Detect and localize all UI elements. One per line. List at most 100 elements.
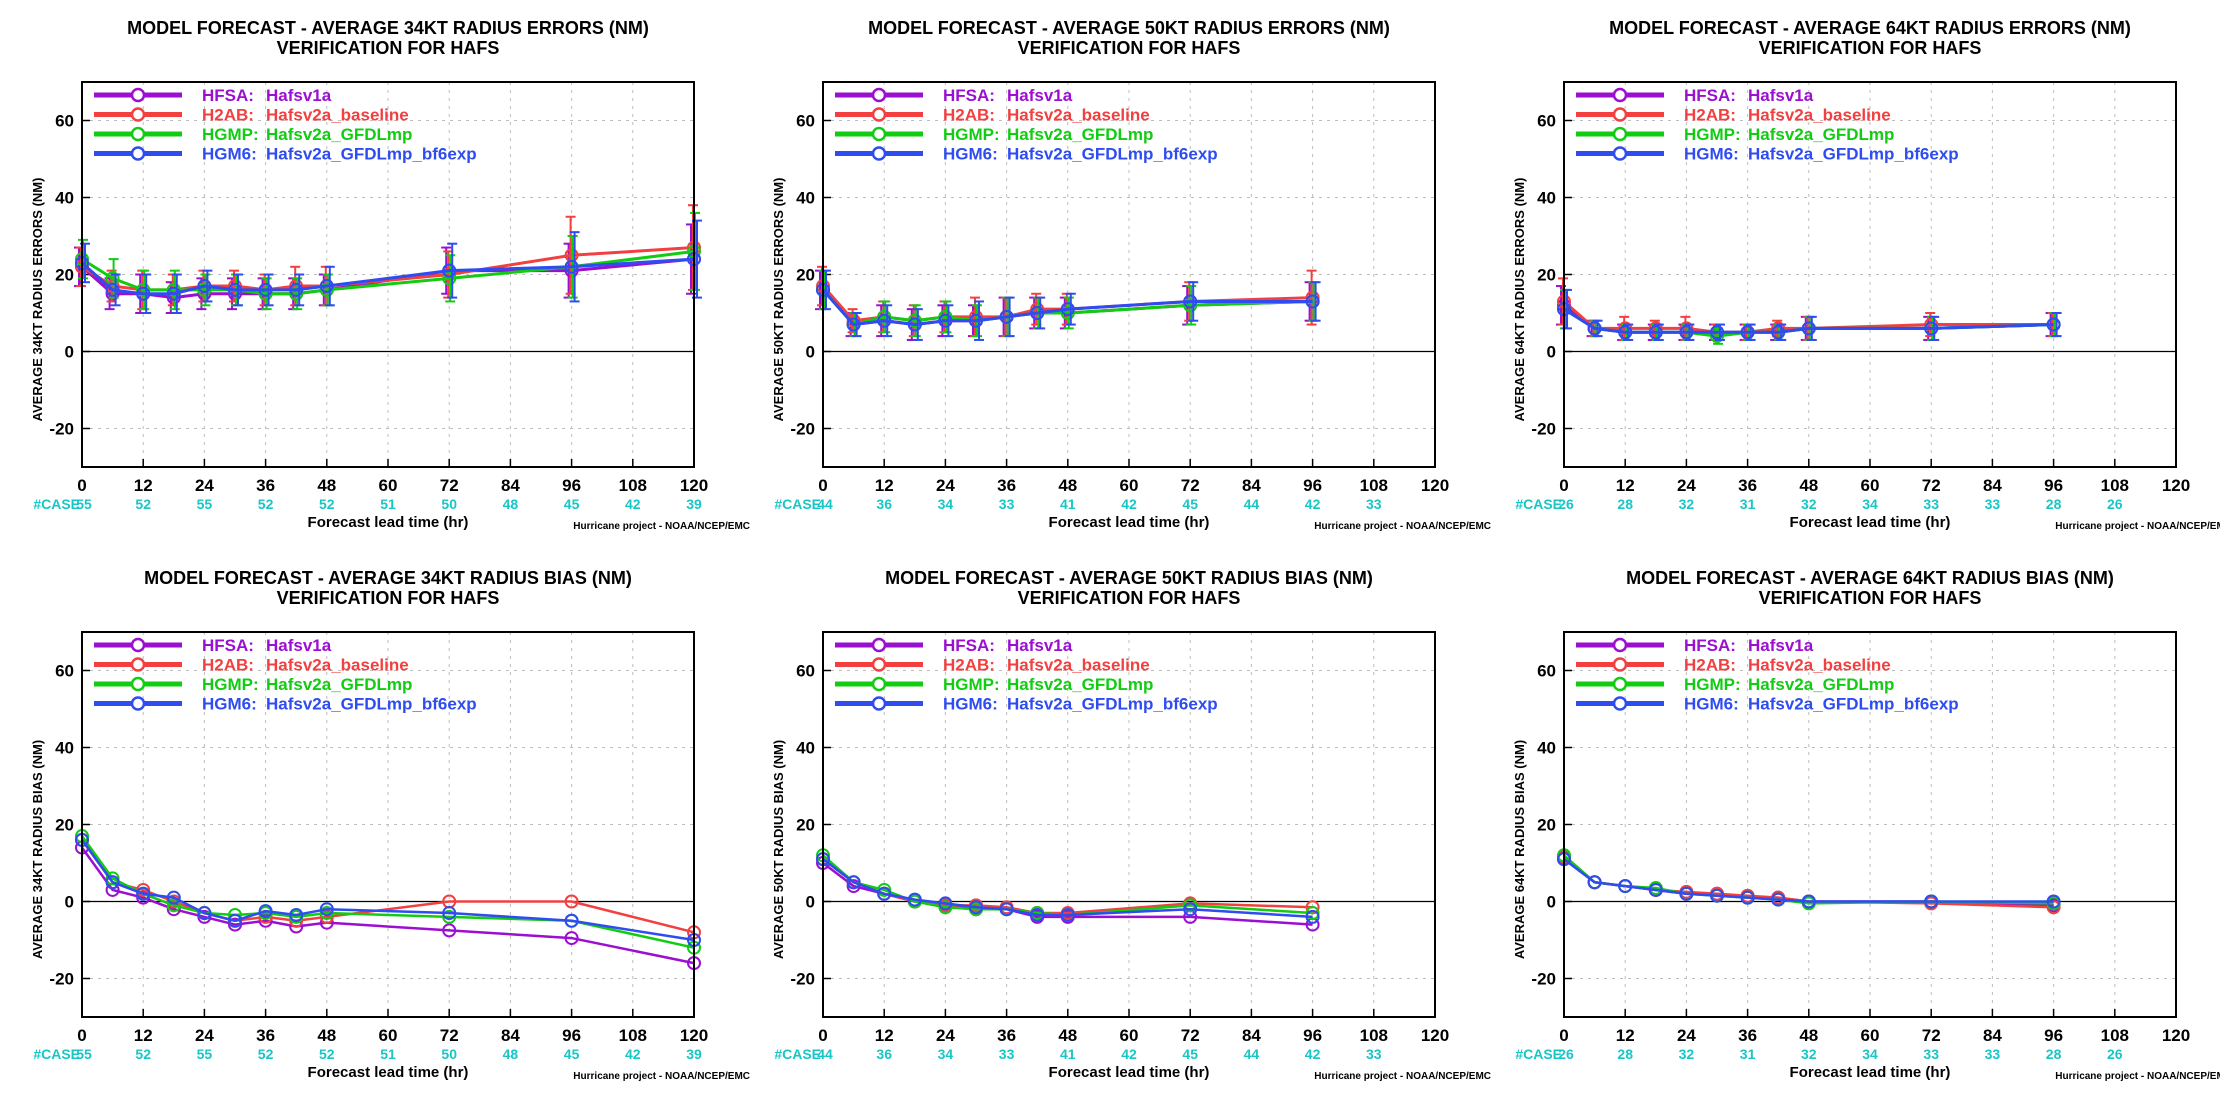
- x-axis-label: Forecast lead time (hr): [1790, 514, 1951, 531]
- x-tick-label: 24: [195, 1026, 214, 1045]
- y-tick-label: 20: [55, 266, 74, 285]
- x-tick-label: 24: [1677, 476, 1696, 495]
- plot-frame: [822, 631, 1436, 1018]
- legend-marker: [871, 637, 887, 653]
- x-axis-label: Forecast lead time (hr): [308, 1064, 469, 1081]
- data-point-hfsa: [442, 923, 457, 938]
- x-tick-label: 120: [680, 476, 708, 495]
- data-point-hgm6: [969, 900, 983, 915]
- x-tick-label: 108: [2101, 476, 2129, 495]
- grid: [823, 82, 1435, 467]
- y-tick-label: 0: [1547, 893, 1556, 912]
- data-point-hgm6: [1924, 894, 1939, 909]
- legend: HFSA: Hafsv1a H2AB: Hafsv2a_baseline HGMP: Ha…: [1576, 636, 1959, 714]
- data-point-hgm6: [877, 313, 892, 328]
- case-count: 51: [380, 1046, 396, 1062]
- x-tick-label: 108: [2101, 1026, 2129, 1045]
- x-tick-label: 48: [317, 476, 336, 495]
- y-tick-label: 20: [1537, 266, 1556, 285]
- case-count: 44: [817, 496, 833, 512]
- x-tick-label: 48: [317, 1026, 336, 1045]
- legend-code: HGMP:: [943, 675, 1000, 694]
- case-count: 26: [1558, 496, 1574, 512]
- x-tick-label: 108: [619, 476, 647, 495]
- legend-code: HGM6:: [202, 145, 257, 164]
- x-tick-label: 12: [134, 476, 153, 495]
- case-count: 33: [1366, 496, 1382, 512]
- data-point-hgm6: [1618, 325, 1633, 340]
- chart-panel-5: MODEL FORECAST - AVERAGE 50KT RADIUS BIA…: [771, 568, 1491, 1082]
- y-tick-label: -20: [790, 970, 815, 989]
- x-tick-label: 12: [134, 1026, 153, 1045]
- data-point-hgm6: [1587, 875, 1602, 890]
- data-point-hgm6: [1771, 325, 1786, 340]
- plot-frame: [81, 631, 695, 1018]
- case-count: 45: [564, 1046, 580, 1062]
- data-point-hgm6: [1679, 886, 1694, 901]
- x-tick-label: 120: [2162, 1026, 2190, 1045]
- legend-code: HGM6:: [943, 695, 998, 714]
- case-count: 45: [1182, 496, 1198, 512]
- x-tick-label: 12: [875, 476, 894, 495]
- legend-name: Hafsv2a_baseline: [1007, 106, 1150, 125]
- data-point-hgm6: [1710, 325, 1724, 340]
- y-tick-label: 40: [796, 189, 815, 208]
- data-point-hgmp: [258, 286, 273, 301]
- legend-name: Hafsv2a_GFDLmp: [1748, 125, 1894, 144]
- legend-name: Hafsv2a_baseline: [1007, 656, 1150, 675]
- chart-panel-1: MODEL FORECAST - AVERAGE 34KT RADIUS ERR…: [30, 18, 750, 532]
- legend-name: Hafsv2a_GFDLmp_bf6exp: [1007, 145, 1218, 164]
- plot-frame: [1563, 631, 2177, 1018]
- y-axis-label: AVERAGE 34KT RADIUS BIAS (NM): [30, 740, 45, 959]
- case-count: 44: [1244, 1046, 1260, 1062]
- x-tick-label: 36: [1738, 476, 1757, 495]
- data-point-hgm6: [166, 890, 181, 905]
- grid: [823, 632, 1435, 1017]
- case-count: 50: [441, 1046, 457, 1062]
- data-point-hgm6: [228, 913, 242, 928]
- data-point-hgm6: [1648, 882, 1663, 897]
- case-count: 44: [1244, 496, 1260, 512]
- case-count: 28: [1617, 1046, 1633, 1062]
- case-count: 36: [876, 1046, 892, 1062]
- x-tick-label: 60: [1861, 476, 1880, 495]
- data-point-hgm6: [564, 259, 579, 274]
- grid: [82, 632, 694, 1017]
- data-point-hgm6: [319, 279, 334, 294]
- case-count: 44: [817, 1046, 833, 1062]
- x-axis-label: Forecast lead time (hr): [1790, 1064, 1951, 1081]
- x-tick-label: 0: [1559, 1026, 1568, 1045]
- legend-code: HGMP:: [1684, 125, 1741, 144]
- series-group: [75, 829, 701, 971]
- data-point-h2ab: [1305, 900, 1320, 915]
- chart-subtitle: VERIFICATION FOR HAFS: [1018, 38, 1241, 58]
- data-point-hgmp: [442, 909, 457, 924]
- data-point-hgm6: [938, 313, 953, 328]
- chart-title: MODEL FORECAST - AVERAGE 50KT RADIUS ERR…: [868, 18, 1390, 38]
- case-count: 55: [76, 1046, 92, 1062]
- data-point-hgm6: [1587, 321, 1602, 336]
- x-tick-label: 108: [619, 1026, 647, 1045]
- x-tick-label: 36: [997, 1026, 1016, 1045]
- series-group: [74, 204, 702, 314]
- data-point-hgmp: [938, 900, 953, 915]
- case-count: 34: [1862, 1046, 1878, 1062]
- data-point-hgmp: [1183, 898, 1198, 913]
- data-point-hgm6: [1060, 907, 1075, 922]
- x-tick-label: 36: [997, 476, 1016, 495]
- x-tick-label: 84: [1983, 476, 2002, 495]
- y-tick-label: 0: [1547, 343, 1556, 362]
- y-tick-label: 0: [65, 893, 74, 912]
- data-point-hgm6: [1618, 879, 1633, 894]
- legend-code: HFSA:: [943, 86, 995, 105]
- series-line-hgm6: [821, 288, 1313, 327]
- y-tick-label: 60: [55, 662, 74, 681]
- legend-marker: [1612, 696, 1628, 711]
- case-count: 26: [1558, 1046, 1574, 1062]
- data-point-h2ab: [564, 894, 579, 909]
- data-point-hgm6: [289, 282, 304, 297]
- legend-name: Hafsv2a_GFDLmp_bf6exp: [1748, 145, 1959, 164]
- chart-title: MODEL FORECAST - AVERAGE 64KT RADIUS BIA…: [1626, 568, 2114, 588]
- data-point-hfsa: [136, 890, 151, 905]
- x-tick-label: 48: [1058, 1026, 1077, 1045]
